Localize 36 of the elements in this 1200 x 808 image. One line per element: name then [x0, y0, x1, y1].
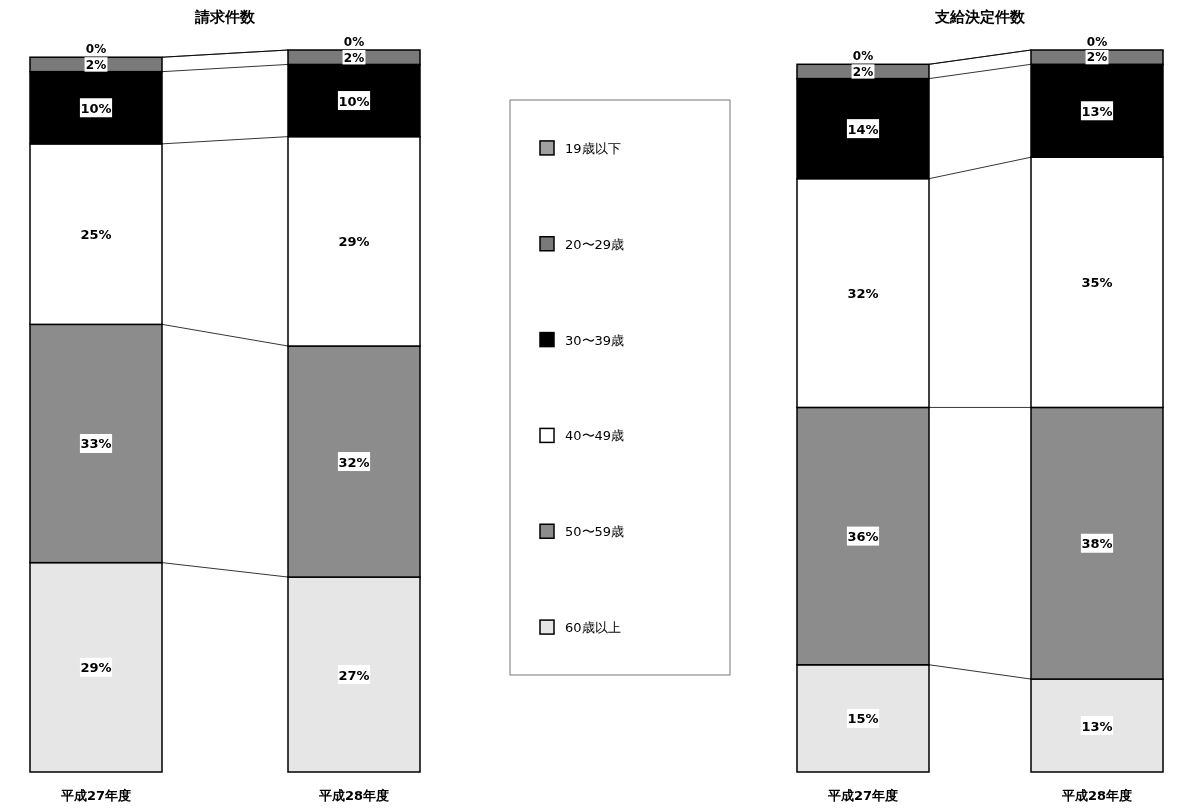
data-label: 32%: [847, 286, 879, 302]
data-label: 29%: [80, 660, 112, 676]
data-label: 0%: [85, 42, 107, 57]
data-label: 15%: [847, 711, 879, 727]
x-tick-label: 平成27年度: [59, 788, 132, 803]
data-label: 14%: [847, 121, 879, 137]
data-label: 35%: [1081, 275, 1113, 291]
data-label: 33%: [80, 436, 112, 452]
legend-label: 60歳以上: [565, 620, 621, 636]
data-label: 32%: [338, 454, 370, 470]
data-label: 10%: [338, 93, 370, 109]
data-label: 36%: [847, 529, 879, 545]
data-label: 25%: [80, 227, 112, 243]
data-label: 27%: [338, 667, 370, 683]
data-label: 38%: [1081, 536, 1113, 552]
data-label: 0%: [852, 49, 874, 64]
x-tick-label: 平成27年度: [826, 788, 899, 803]
legend-label: 50〜59歳: [565, 524, 625, 540]
data-label: 2%: [85, 57, 107, 72]
data-label: 10%: [80, 100, 112, 116]
legend-label: 19歳以下: [565, 140, 621, 156]
data-label: 29%: [338, 234, 370, 250]
data-label: 13%: [1081, 718, 1113, 734]
chart-title: 請求件数: [194, 8, 256, 26]
chart-title: 支給決定件数: [934, 8, 1026, 26]
legend-label: 30〜39歳: [565, 332, 625, 348]
x-tick-label: 平成28年度: [1060, 788, 1133, 803]
legend-label: 20〜29歳: [565, 236, 625, 252]
legend-label: 40〜49歳: [565, 428, 625, 444]
data-label: 2%: [1086, 50, 1108, 65]
x-tick-label: 平成28年度: [317, 788, 390, 803]
data-label: 0%: [343, 35, 365, 49]
data-label: 2%: [852, 64, 874, 79]
data-label: 0%: [1086, 35, 1108, 49]
data-label: 13%: [1081, 103, 1113, 119]
data-label: 2%: [343, 50, 365, 65]
